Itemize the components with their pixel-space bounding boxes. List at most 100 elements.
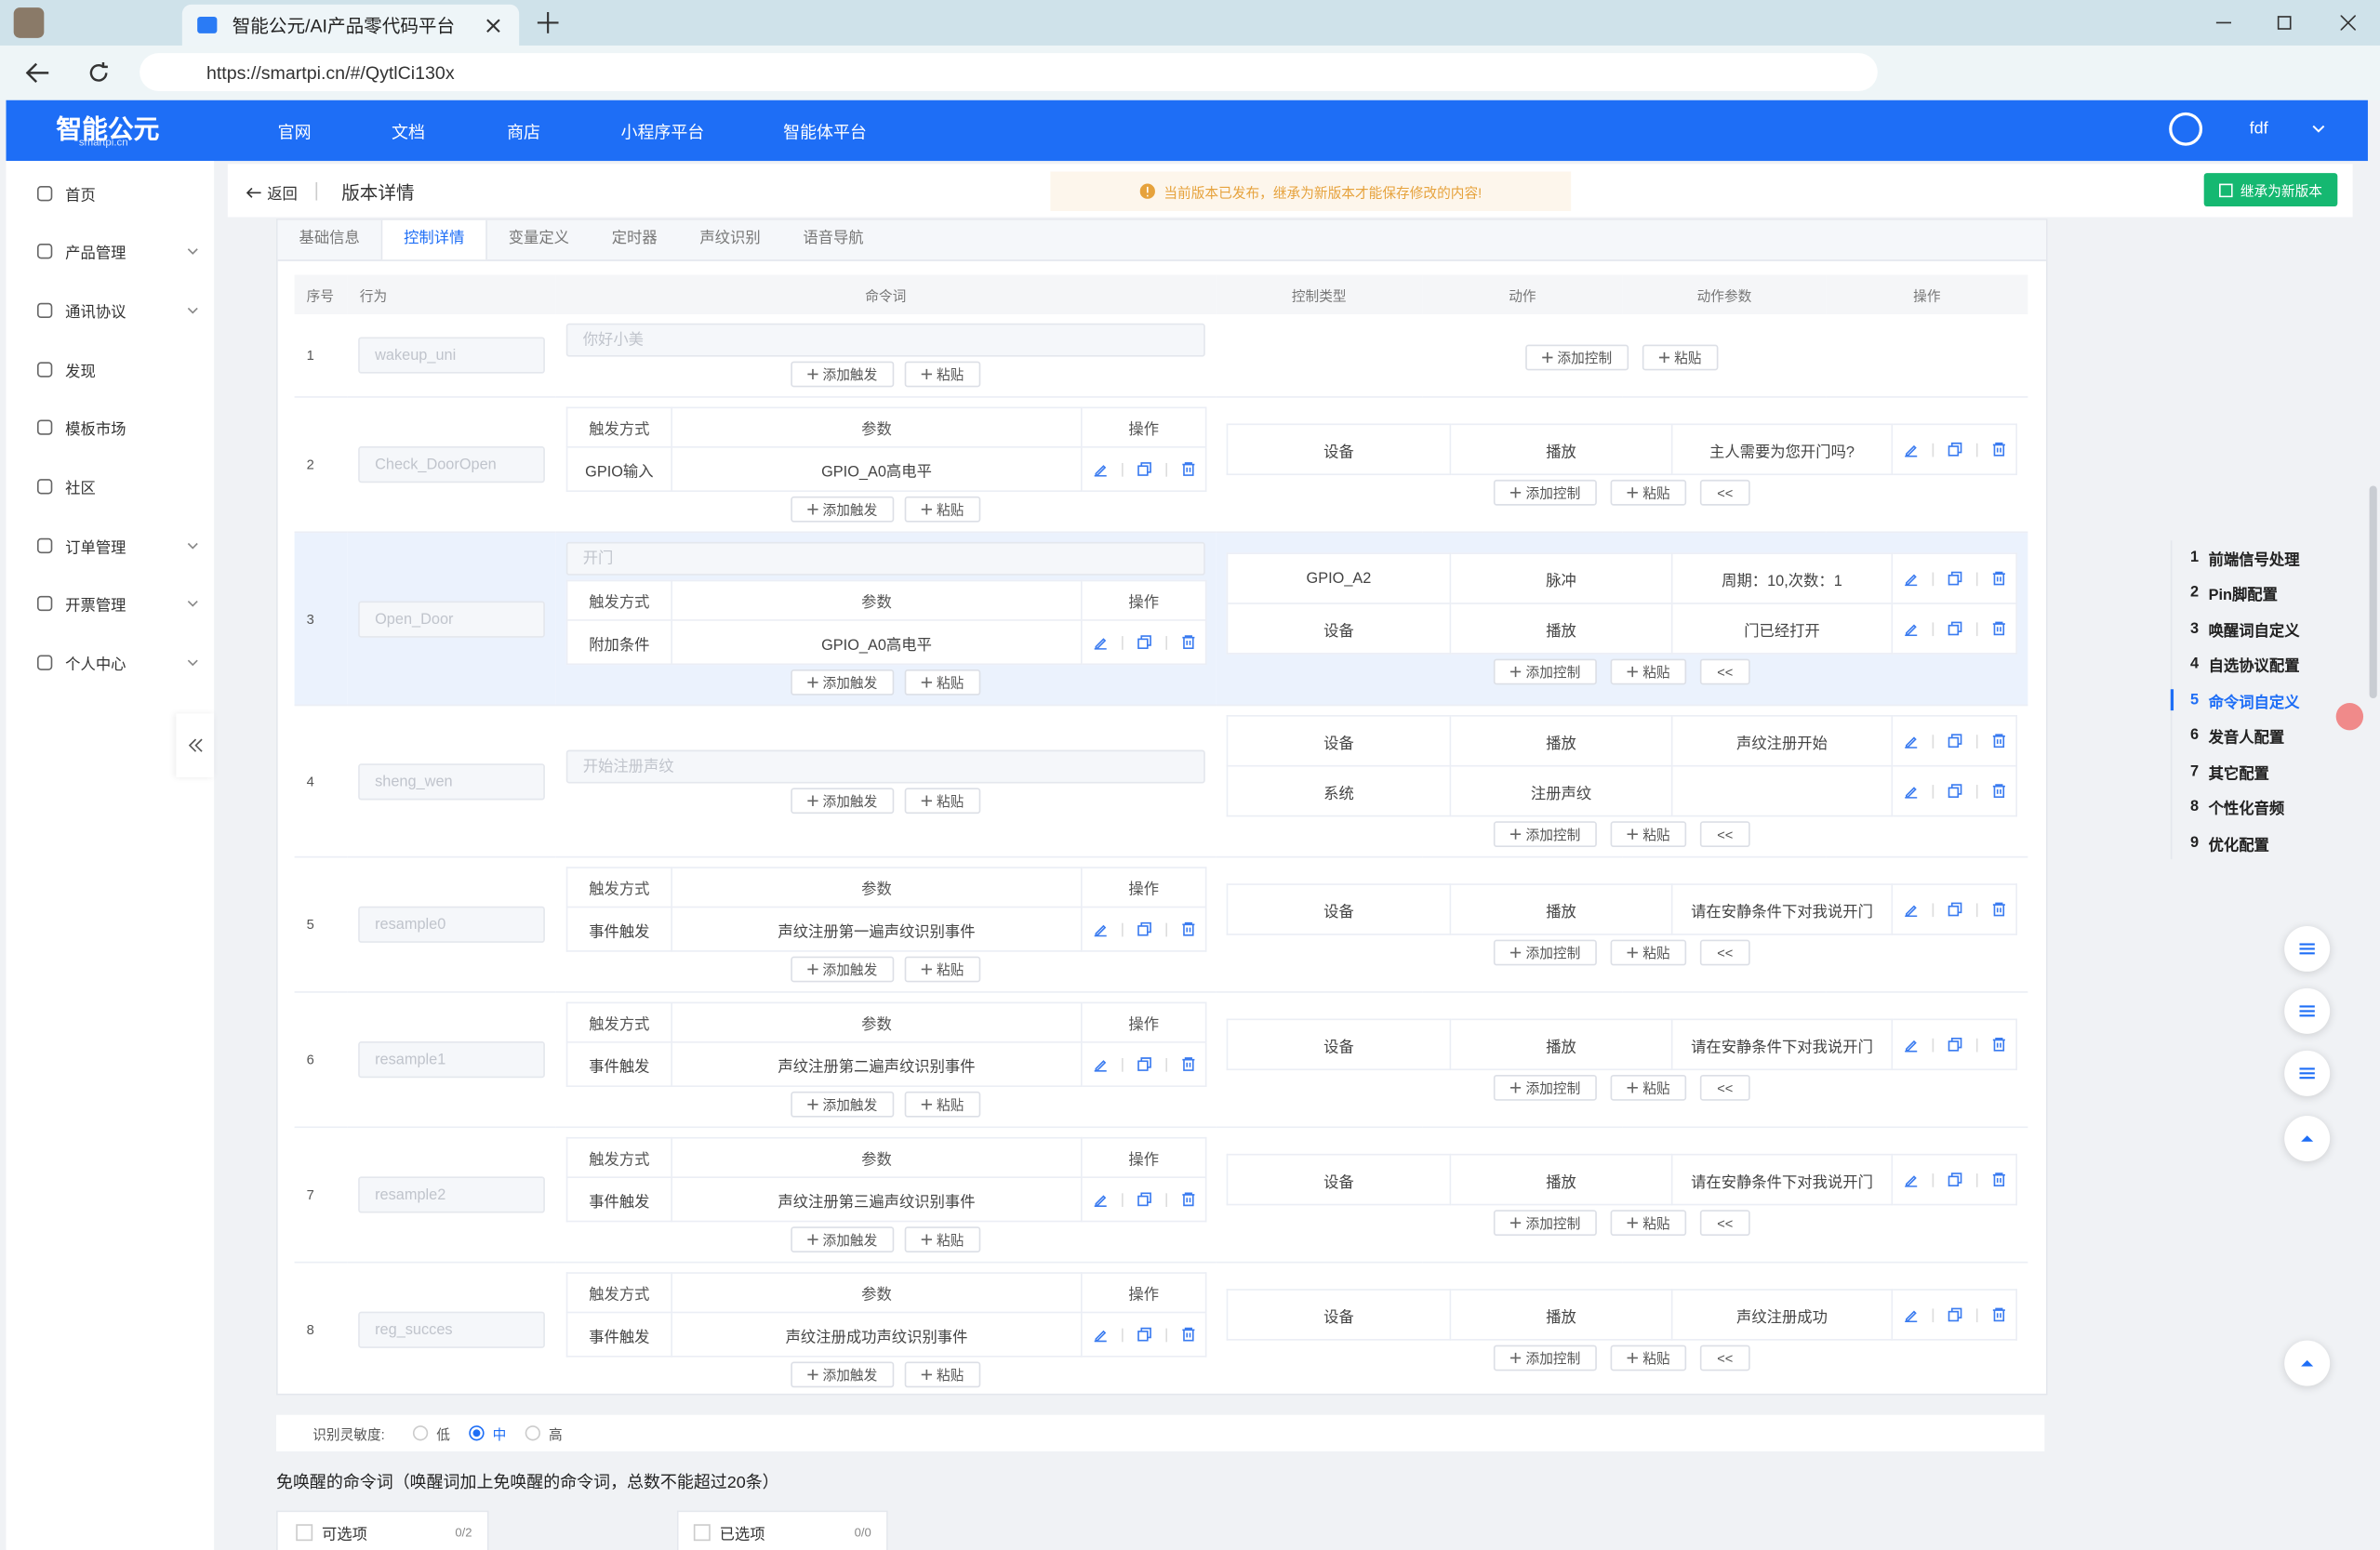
sidebar-item[interactable]: 首页 (12, 179, 220, 206)
button[interactable]: 添加触发 (791, 1091, 895, 1118)
edit-icon[interactable] (1092, 921, 1107, 937)
edit-icon[interactable] (1092, 461, 1107, 477)
button[interactable]: << (1700, 1074, 1750, 1101)
copy-icon[interactable] (1137, 921, 1151, 936)
button[interactable]: 添加控制 (1525, 344, 1629, 371)
delete-icon[interactable] (1180, 461, 1195, 476)
floating-button[interactable] (2284, 1116, 2331, 1162)
button[interactable]: 粘贴 (1642, 344, 1719, 371)
floating-button[interactable] (2284, 925, 2331, 972)
copy-icon[interactable] (1947, 571, 1961, 586)
button[interactable]: 添加触发 (791, 669, 895, 696)
button[interactable]: 粘贴 (904, 1091, 981, 1118)
button[interactable]: 粘贴 (1610, 1074, 1687, 1101)
floating-button[interactable] (2284, 1050, 2331, 1096)
button[interactable]: 添加控制 (1494, 1345, 1598, 1371)
nav-item[interactable]: 官网 (277, 124, 312, 143)
button[interactable]: 添加控制 (1494, 479, 1598, 506)
copy-icon[interactable] (1947, 1037, 1961, 1052)
button[interactable]: << (1700, 1210, 1750, 1237)
nav-item[interactable]: 商店 (507, 124, 540, 143)
button[interactable]: 添加触发 (791, 1361, 895, 1388)
copy-icon[interactable] (1947, 442, 1961, 457)
window-close[interactable] (2340, 15, 2356, 31)
reload-button[interactable] (86, 60, 111, 85)
radio-option[interactable]: 中 (468, 1424, 506, 1443)
tab[interactable]: 定时器 (611, 231, 658, 248)
outline-item[interactable]: 4 自选协议配置 (2171, 654, 2300, 675)
user-avatar[interactable] (2169, 112, 2203, 146)
button[interactable]: 粘贴 (904, 669, 981, 696)
browser-tab[interactable]: 智能公元/AI产品零代码平台 (181, 4, 520, 46)
sidebar-item[interactable]: 开票管理 (12, 590, 220, 617)
edit-icon[interactable] (1903, 621, 1918, 637)
copy-icon[interactable] (1137, 1327, 1151, 1342)
button[interactable]: 粘贴 (1610, 1345, 1687, 1371)
button[interactable]: << (1700, 1345, 1750, 1371)
sidebar-item[interactable]: 模板市场 (12, 414, 220, 441)
button[interactable]: 粘贴 (1610, 658, 1687, 685)
delete-icon[interactable] (1990, 902, 2005, 917)
sidebar-item[interactable]: 订单管理 (12, 532, 220, 559)
button[interactable]: 添加触发 (791, 956, 895, 983)
sidebar-item[interactable]: 发现 (12, 355, 220, 382)
copy-icon[interactable] (1137, 1192, 1151, 1207)
delete-icon[interactable] (1990, 1307, 2005, 1322)
delete-icon[interactable] (1180, 1327, 1195, 1342)
button[interactable]: 粘贴 (904, 361, 981, 388)
nav-item[interactable]: 小程序平台 (620, 124, 705, 143)
tab[interactable]: 基础信息 (299, 231, 360, 248)
delete-icon[interactable] (1990, 1037, 2005, 1052)
profile-avatar[interactable] (13, 7, 45, 38)
floating-button[interactable] (2284, 1340, 2331, 1386)
restore[interactable] (2277, 15, 2292, 30)
sidebar-item[interactable]: 通讯协议 (12, 297, 220, 324)
delete-icon[interactable] (1180, 921, 1195, 936)
copy-icon[interactable] (1947, 734, 1961, 749)
edit-icon[interactable] (1903, 1307, 1918, 1323)
button[interactable]: 添加触发 (791, 496, 895, 523)
copy-icon[interactable] (1137, 1056, 1151, 1071)
floating-button[interactable] (2284, 987, 2331, 1034)
outline-item[interactable]: 5 命令词自定义 (2170, 689, 2300, 711)
button[interactable]: << (1700, 658, 1750, 685)
delete-icon[interactable] (1180, 1192, 1195, 1207)
button[interactable]: 添加控制 (1494, 1074, 1598, 1101)
button[interactable]: 粘贴 (904, 787, 981, 814)
copy-icon[interactable] (1947, 783, 1961, 798)
button[interactable]: 粘贴 (1610, 479, 1687, 506)
button[interactable]: 添加触发 (791, 787, 895, 814)
inherit-button[interactable]: 继承为新版本 (2203, 173, 2338, 207)
edit-icon[interactable] (1903, 571, 1918, 587)
tab-close[interactable] (485, 18, 500, 33)
delete-icon[interactable] (1990, 734, 2005, 749)
edit-icon[interactable] (1903, 1172, 1918, 1187)
edit-icon[interactable] (1092, 1056, 1107, 1072)
new-tab[interactable] (537, 12, 559, 33)
delete-icon[interactable] (1990, 442, 2005, 457)
button[interactable]: 添加控制 (1494, 821, 1598, 848)
button[interactable]: 粘贴 (904, 1361, 981, 1388)
edit-icon[interactable] (1903, 902, 1918, 918)
sidebar-item[interactable]: 社区 (12, 473, 220, 500)
delete-icon[interactable] (1990, 621, 2005, 636)
delete-icon[interactable] (1990, 1172, 2005, 1186)
edit-icon[interactable] (1092, 1327, 1107, 1343)
sidebar-item[interactable]: 产品管理 (12, 238, 220, 265)
delete-icon[interactable] (1180, 1056, 1195, 1071)
copy-icon[interactable] (1947, 621, 1961, 636)
translate-button[interactable] (2335, 702, 2364, 731)
nav-item[interactable]: 智能体平台 (783, 124, 867, 143)
button[interactable]: 粘贴 (1610, 939, 1687, 966)
edit-icon[interactable] (1903, 734, 1918, 749)
edit-icon[interactable] (1903, 783, 1918, 799)
user-dropdown[interactable] (2312, 125, 2326, 134)
button[interactable]: 粘贴 (904, 956, 981, 983)
button[interactable]: << (1700, 821, 1750, 848)
sidebar-item[interactable]: 个人中心 (12, 649, 220, 676)
button[interactable]: 粘贴 (904, 1226, 981, 1252)
outline-item[interactable]: 2 Pin脚配置 (2171, 582, 2278, 604)
button[interactable]: 粘贴 (1610, 821, 1687, 848)
minimize[interactable] (2215, 21, 2232, 24)
outline-item[interactable]: 6 发音人配置 (2171, 725, 2284, 747)
